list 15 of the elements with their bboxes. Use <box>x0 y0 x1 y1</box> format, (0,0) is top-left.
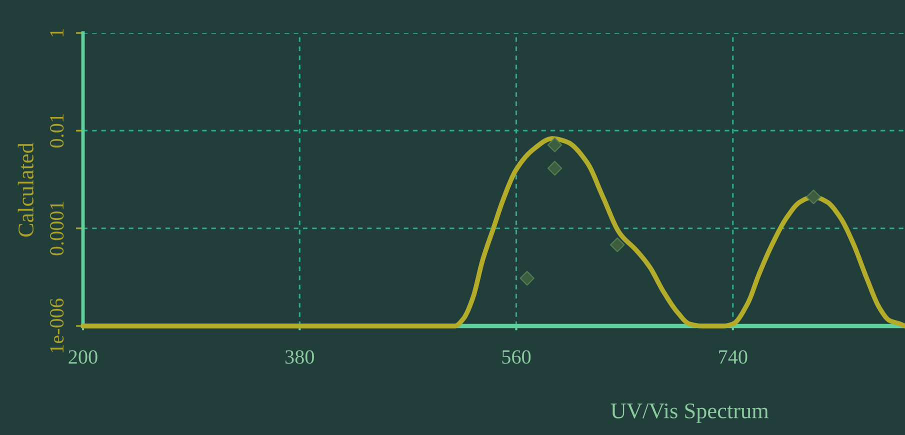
x-tick-label: 200 <box>68 350 98 364</box>
y-tick-label: 1 <box>50 29 64 36</box>
point <box>610 237 625 252</box>
x-tick-label: 740 <box>719 350 748 364</box>
point <box>547 138 562 152</box>
y-tick-label: 0.0001 <box>50 202 64 256</box>
x-axis-title: UV/Vis Spectrum <box>610 403 769 423</box>
y-axis-title: Calculated <box>18 142 34 237</box>
y-tick-label: 0.01 <box>50 114 64 148</box>
y-tick-label: 1e-006 <box>50 298 64 352</box>
point <box>547 160 562 176</box>
point <box>520 270 534 286</box>
point <box>806 190 821 204</box>
x-tick-label: 560 <box>502 350 531 364</box>
x-tick-label: 380 <box>285 350 314 364</box>
